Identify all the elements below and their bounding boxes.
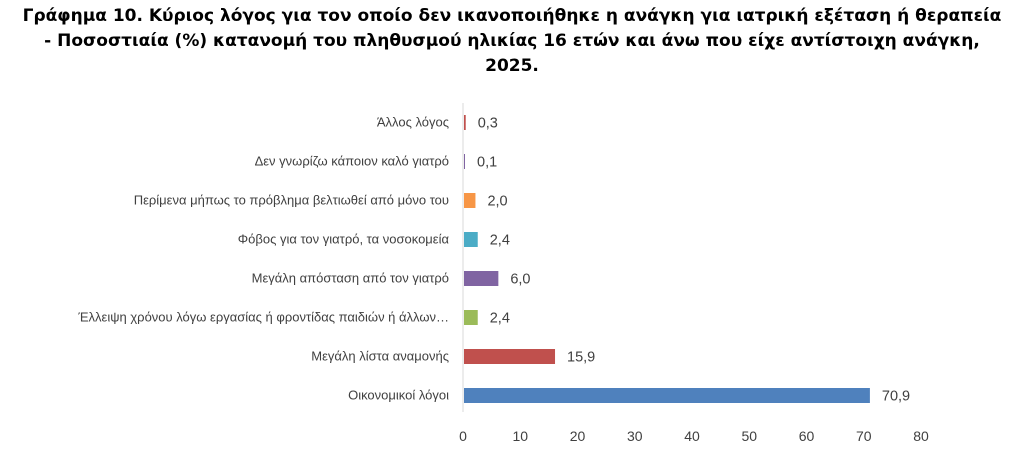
- x-tick-label: 80: [913, 428, 929, 444]
- bar: [464, 310, 478, 325]
- x-tick-label: 40: [684, 428, 700, 444]
- data-label: 70,9: [882, 389, 910, 405]
- bar: [464, 271, 499, 286]
- data-label: 2,0: [487, 194, 507, 210]
- category-label: Έλλειψη χρόνου λόγω εργασίας ή φροντίδας…: [77, 310, 449, 325]
- x-tick-label: 0: [459, 428, 467, 444]
- data-label: 0,3: [478, 116, 498, 132]
- chart-title-line-3: 2025.: [485, 56, 539, 76]
- data-label: 2,4: [490, 311, 510, 327]
- x-axis-ticks: 0 10 20 30 40 50 60 70 80: [459, 428, 929, 444]
- data-label: 6,0: [510, 272, 530, 288]
- bar: [464, 193, 476, 208]
- chart-title-line-1: Γράφημα 10. Κύριος λόγος για τον οποίο δ…: [22, 6, 1002, 26]
- x-tick-label: 10: [512, 428, 528, 444]
- category-label: Μεγάλη απόσταση από τον γιατρό: [252, 271, 449, 286]
- chart-title: Γράφημα 10. Κύριος λόγος για τον οποίο δ…: [0, 4, 1024, 79]
- x-tick-label: 70: [856, 428, 872, 444]
- category-label: Μεγάλη λίστα αναμονής: [311, 349, 449, 364]
- bar: [464, 388, 870, 403]
- bar: [464, 115, 466, 130]
- x-tick-label: 30: [627, 428, 643, 444]
- category-label: Δεν γνωρίζω κάποιον καλό γιατρό: [255, 154, 449, 169]
- chart-title-line-2: - Ποσοστιαία (%) κατανομή του πληθυσμού …: [44, 31, 980, 51]
- x-tick-label: 50: [741, 428, 757, 444]
- category-label: Οικονομικοί λόγοι: [348, 388, 449, 403]
- bar: [464, 154, 465, 169]
- bars-group: Άλλος λόγος 0,3 Δεν γνωρίζω κάποιον καλό γ…: [77, 115, 910, 405]
- category-label: Άλλος λόγος: [377, 115, 449, 130]
- x-tick-label: 60: [799, 428, 815, 444]
- bar: [464, 232, 478, 247]
- data-label: 0,1: [477, 155, 497, 171]
- category-label: Φόβος για τον γιατρό, τα νοσοκομεία: [238, 232, 450, 247]
- data-label: 15,9: [567, 350, 595, 366]
- x-tick-label: 20: [570, 428, 586, 444]
- bar: [464, 349, 556, 364]
- data-label: 2,4: [490, 233, 510, 249]
- category-label: Περίμενα μήπως το πρόβλημα βελτιωθεί από…: [134, 193, 449, 208]
